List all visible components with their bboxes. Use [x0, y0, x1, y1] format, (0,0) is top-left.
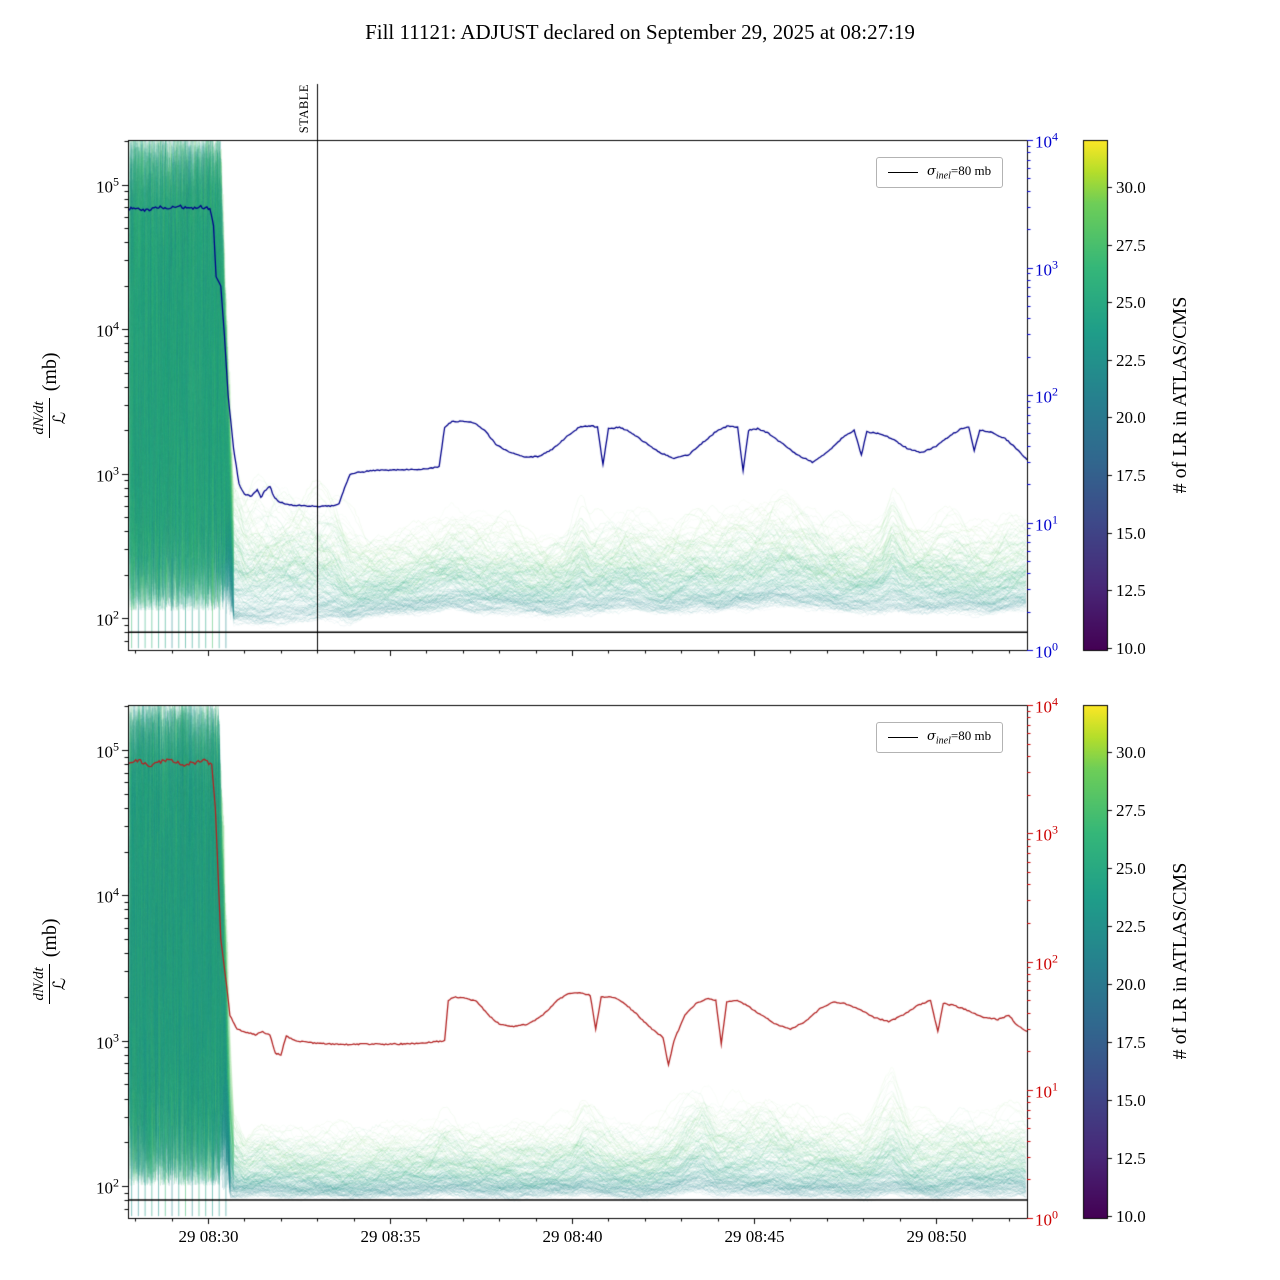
y-tick-label: 104: [96, 318, 119, 340]
ylabel-denominator: ℒ: [49, 977, 69, 991]
sigma-value: =80 mb: [950, 163, 992, 178]
colorbar-tick-label: 30.0: [1116, 742, 1146, 762]
right-tick-label: 100: [1035, 639, 1058, 661]
colorbar-tick-label: 10.0: [1116, 1206, 1146, 1226]
ylabel-denominator: ℒ: [49, 411, 69, 425]
sigma-symbol: σ: [927, 164, 936, 179]
colorbar-tick-label: 27.5: [1116, 800, 1146, 820]
colorbar-tick-label: 25.0: [1116, 858, 1146, 878]
colorbar-tick-label: 20.0: [1116, 407, 1146, 427]
y-tick-label: 103: [96, 1030, 119, 1052]
colorbar-tick-label: 15.0: [1116, 523, 1146, 543]
ylabel-units: (mb): [38, 352, 61, 392]
colorbar-tick-label: 10.0: [1116, 638, 1146, 658]
legend-bottom: σinel=80 mb: [876, 722, 1004, 753]
legend-line-sample: [888, 736, 918, 738]
legend-label: σinel=80 mb: [927, 163, 991, 182]
colorbar-tick-label: 25.0: [1116, 292, 1146, 312]
right-tick-label: 100: [1035, 1207, 1058, 1229]
colorbar-tick-label: 12.5: [1116, 1148, 1146, 1168]
right-tick-label: 102: [1035, 951, 1058, 973]
x-tick-label: 29 08:45: [724, 1227, 785, 1246]
ylabel-fraction: dN/dt ℒ: [30, 398, 70, 438]
x-tick-label: 29 08:50: [906, 1227, 967, 1246]
x-tick-label: 29 08:30: [178, 1227, 239, 1246]
right-tick-label: 104: [1035, 129, 1058, 151]
ylabel-fraction: dN/dt ℒ: [30, 964, 70, 1004]
ylabel-units: (mb): [38, 918, 61, 958]
stable-annotation: STABLE: [296, 84, 311, 134]
colorbar-tick-label: 15.0: [1116, 1090, 1146, 1110]
sigma-value: =80 mb: [950, 728, 992, 743]
ylabel-numerator: dN/dt: [30, 964, 50, 1004]
right-tick-label: 101: [1035, 1079, 1058, 1101]
figure-title: Fill 11121: ADJUST declared on September…: [365, 20, 915, 44]
y-tick-label: 103: [96, 463, 119, 485]
colorbar-tick-label: 22.5: [1116, 350, 1146, 370]
y-axis-label-bottom: dN/dt ℒ (mb): [10, 876, 90, 1046]
colorbar-tick-label: 22.5: [1116, 916, 1146, 936]
colorbar-tick-label: 17.5: [1116, 1032, 1146, 1052]
legend-line-sample: [888, 171, 918, 173]
y-tick-label: 105: [96, 739, 119, 761]
legend-label: σinel=80 mb: [927, 728, 991, 747]
x-tick-label: 29 08:35: [360, 1227, 421, 1246]
y-tick-label: 105: [96, 174, 119, 196]
colorbar-tick-label: 12.5: [1116, 580, 1146, 600]
right-tick-label: 104: [1035, 694, 1058, 716]
y-axis-label-top: dN/dt ℒ (mb): [10, 310, 90, 480]
y-tick-label: 102: [96, 607, 119, 629]
colorbar-tick-label: 27.5: [1116, 235, 1146, 255]
sigma-subscript: inel: [935, 735, 951, 747]
colorbar-label-top: # of LR in ATLAS/CMS: [1168, 296, 1191, 494]
colorbar-tick-label: 30.0: [1116, 177, 1146, 197]
ylabel-numerator: dN/dt: [30, 398, 50, 438]
sigma-symbol: σ: [927, 729, 936, 744]
right-tick-label: 102: [1035, 384, 1058, 406]
legend-top: σinel=80 mb: [876, 157, 1004, 188]
sigma-subscript: inel: [935, 170, 951, 182]
right-tick-label: 103: [1035, 822, 1058, 844]
colorbar-tick-label: 17.5: [1116, 465, 1146, 485]
right-tick-label: 101: [1035, 512, 1058, 534]
colorbar-label-bottom: # of LR in ATLAS/CMS: [1168, 862, 1191, 1060]
colorbar-tick-label: 20.0: [1116, 974, 1146, 994]
x-tick-label: 29 08:40: [542, 1227, 603, 1246]
y-tick-label: 104: [96, 884, 119, 906]
right-tick-label: 103: [1035, 257, 1058, 279]
y-tick-label: 102: [96, 1175, 119, 1197]
